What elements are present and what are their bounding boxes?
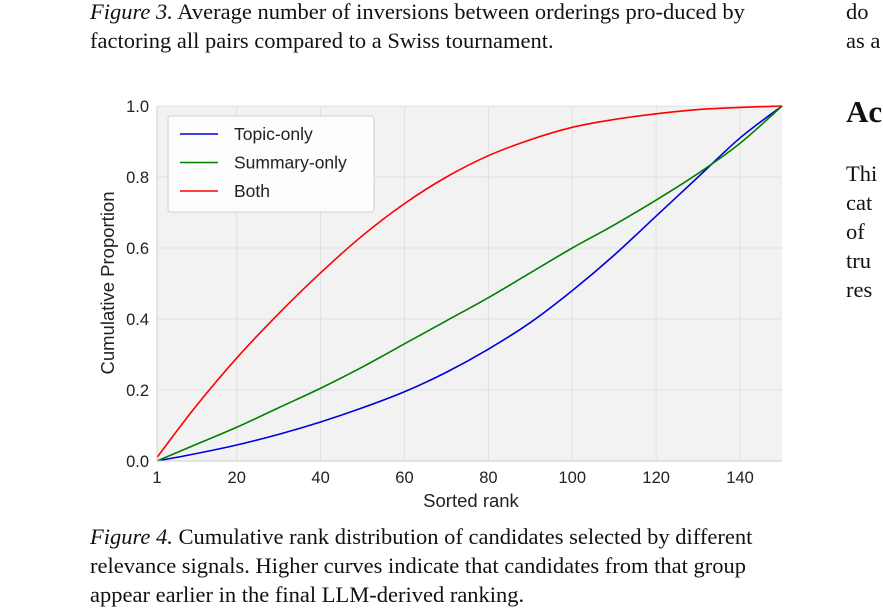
axes [156,106,782,462]
y-tick-label: 0.0 [126,453,149,471]
right-column-line: cat [846,190,873,215]
right-column-line: Thi [846,161,878,186]
right-column-body-text: Thi cat of tru res [846,159,883,304]
x-tick-label: 20 [228,469,246,487]
x-tick-label: 100 [559,469,587,487]
figure-4-text: Cumulative rank distribution of candidat… [90,524,753,607]
right-column-line: of [846,219,865,244]
right-column-top-text: do as a [846,0,883,55]
series-line-topic-only [156,105,783,462]
y-tick-label: 1.0 [126,98,149,116]
x-tick-label: 60 [395,469,413,487]
figure-4-label: Figure 4. [90,524,173,549]
x-axis-label: Sorted rank [423,490,519,511]
figure-3-text: Average number of inversions between ord… [90,0,745,53]
x-tick-label: 80 [479,469,497,487]
x-tick-label: 1 [152,469,161,487]
legend: Topic-only Summary-only Both [167,115,375,213]
y-tick-label: 0.8 [126,169,149,187]
x-tick-label: 40 [311,469,329,487]
legend-box [167,115,375,213]
x-tick-label: 140 [726,469,754,487]
figure-3-label: Figure 3. [90,0,173,24]
series-lines [156,105,783,462]
right-column-line: do [846,0,869,24]
figure-4-caption: Figure 4. Cumulative rank distribution o… [90,522,802,609]
right-column-heading: Ac [846,94,883,129]
series-line-both [156,105,783,458]
y-tick-label: 0.4 [126,311,149,329]
legend-label-topic-only: Topic-only [234,124,313,144]
x-tick-label: 120 [642,469,670,487]
legend-label-both: Both [234,181,270,201]
series-line-summary-only [156,105,783,462]
right-column-line: tru [846,248,871,273]
y-axis-label: Cumulative Proportion [97,191,118,374]
figure-3-caption: Figure 3. Average number of inversions b… [90,0,802,55]
y-tick-label: 0.6 [126,240,149,258]
legend-label-summary-only: Summary-only [234,153,347,173]
y-tick-label: 0.2 [126,382,149,400]
right-column-line: res [846,277,873,302]
right-column-line: as a [846,28,881,53]
